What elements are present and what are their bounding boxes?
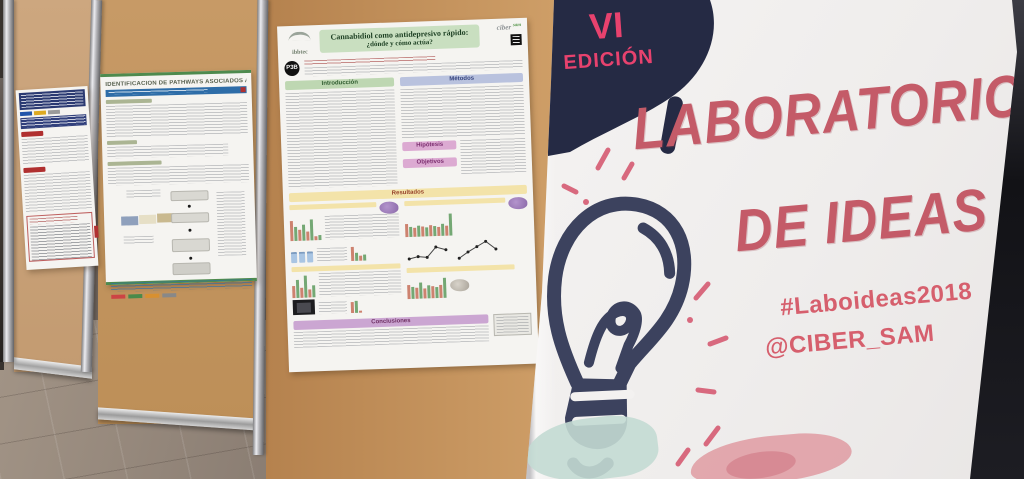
bar-chart — [350, 299, 363, 314]
poster2-flowchart — [108, 185, 252, 281]
ibbtec-arc-icon — [288, 31, 311, 42]
rollup-banner: VI EDICIÓN — [518, 0, 1024, 479]
poster1-affiliation-block — [20, 114, 87, 130]
poster1-text-block — [21, 135, 90, 166]
vial-icons — [290, 251, 314, 264]
section-hypothesis: Hipótesis — [402, 140, 457, 152]
poster-pathways: IDENTIFICACIÓN DE PATHWAYS ASOCIADOS A E… — [100, 69, 257, 299]
poster2-text-block — [107, 164, 250, 186]
ibbtec-logo: ibbtec — [283, 30, 316, 59]
poster1-table — [26, 211, 95, 262]
sparkle-rays — [561, 147, 729, 467]
poster2-text-block — [107, 143, 229, 159]
poster1-section-header — [21, 130, 44, 138]
line-chart — [408, 245, 448, 261]
poster1-red-tab — [93, 225, 99, 238]
section-objectives: Objetivos — [403, 157, 458, 169]
poster3-intro-text — [285, 89, 399, 190]
poster1-section-header — [23, 166, 46, 174]
banner-corner-shape — [548, 0, 714, 156]
ibbtec-logo-text: ibbtec — [292, 49, 308, 56]
poster1-text-block — [23, 170, 92, 213]
poster3-title-band: Cannabidiol como antidepresivo rápido: ¿… — [319, 24, 480, 53]
panel-divider-trim — [3, 0, 14, 362]
poster3-methods-text — [400, 84, 525, 140]
bar-chart — [292, 273, 316, 299]
poster-far-left — [15, 85, 99, 271]
line-chart — [458, 239, 498, 260]
ciber-logo: ciber sam — [496, 22, 522, 32]
section-introduction: Introducción — [284, 77, 395, 91]
section-methods: Métodos — [400, 72, 524, 87]
bar-chart — [407, 274, 448, 300]
poster2-author-bar — [105, 86, 247, 98]
lightbulb-icon — [546, 196, 692, 479]
poster3-hyp-obj-text — [460, 137, 527, 175]
bar-chart — [405, 209, 528, 238]
bar-chart — [289, 216, 322, 242]
results-chart-3 — [291, 263, 402, 316]
brain-sketch-icon — [450, 278, 470, 292]
results-chart-4 — [404, 196, 530, 264]
poster2-section-header — [107, 160, 162, 166]
results-chart-1 — [289, 201, 400, 242]
banner-canvas: VI EDICIÓN — [526, 0, 1017, 479]
poster1-title-block — [18, 89, 86, 111]
poster-number-badge: P3B — [284, 60, 300, 77]
poster2-section-header — [106, 140, 138, 145]
poster-cannabidiol: ibbtec Cannabidiol como antidepresivo rá… — [277, 17, 539, 373]
poster2-section-header — [105, 98, 152, 104]
results-chart-5 — [407, 264, 531, 300]
poster2-text-block — [105, 102, 248, 138]
bar-chart — [350, 243, 367, 262]
brain-image-icon — [379, 201, 400, 214]
behavior-chamber-photo — [292, 299, 316, 316]
results-chart-2 — [290, 241, 401, 264]
poster2-red-logo — [240, 87, 246, 93]
